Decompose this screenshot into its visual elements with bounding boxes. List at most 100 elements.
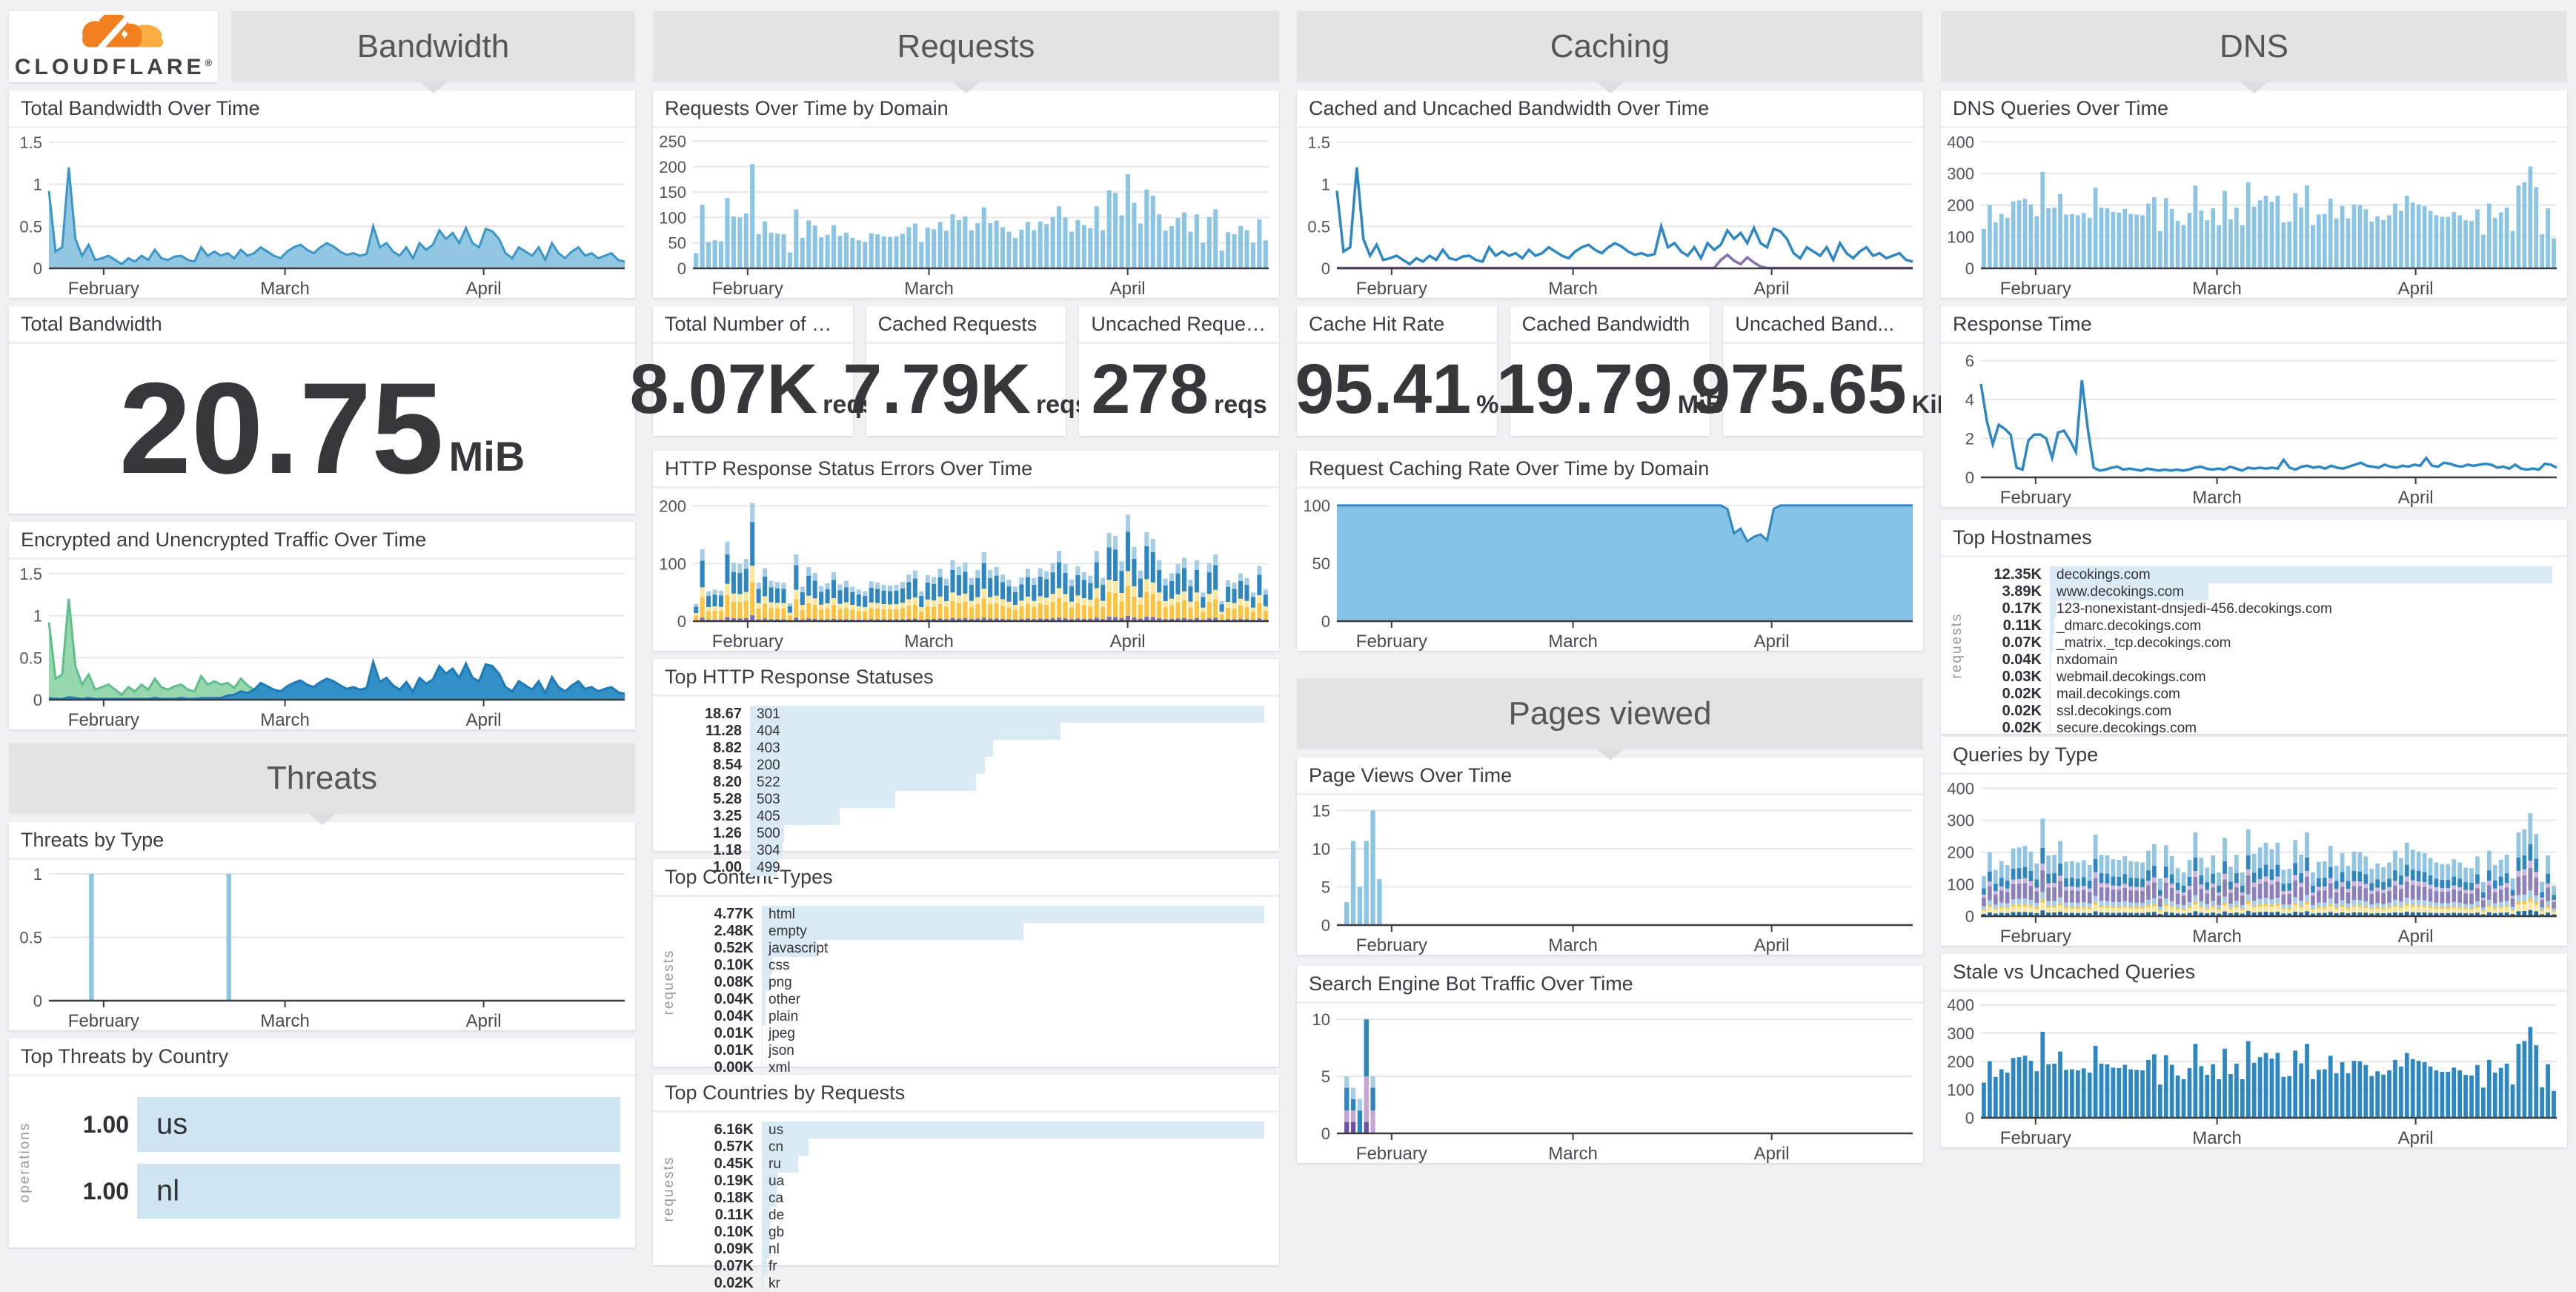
row-value: 8.20 [713, 774, 742, 790]
chart-encrypted-unencrypted[interactable]: 0 0.5 1 1.5 February March April [9, 560, 635, 729]
svg-text:March: March [1548, 632, 1598, 651]
svg-text:February: February [68, 1011, 139, 1030]
stat-card: Total Number of Re... 8.07K reqs [630, 306, 876, 436]
row-bar: nxdomain [2050, 652, 2552, 669]
row-label: 403 [757, 740, 780, 756]
row-label: webmail.decokings.com [2057, 669, 2206, 685]
caching-stat-cards: Cache Hit Rate 95.41% Cached Bandwidth 19.7… [1295, 306, 1955, 436]
row-bar: 405 [750, 808, 1264, 825]
row-bar: fr [762, 1258, 1264, 1275]
svg-text:April: April [1110, 632, 1146, 651]
chart-request-caching-rate[interactable]: 0 50 100 February March April [1297, 488, 1923, 651]
axis-unit-label: operations [17, 1122, 33, 1202]
list-row: 1.00 us [42, 1097, 620, 1152]
svg-text:15: 15 [1312, 801, 1330, 820]
row-value: 8.54 [713, 757, 742, 773]
row-label: javascript [769, 940, 829, 956]
row-bar: 500 [750, 825, 1264, 842]
svg-text:50: 50 [668, 234, 686, 253]
svg-text:February: February [68, 279, 139, 298]
row-value: 0.01K [714, 1025, 754, 1041]
row-value: 0.17K [2002, 600, 2042, 617]
panel-threats-by-type: Threats by Type 0 0.5 1 February March April [9, 822, 635, 1030]
row-value: 2.48K [714, 923, 754, 939]
svg-text:300: 300 [1947, 812, 1974, 830]
svg-text:March: March [2192, 1128, 2242, 1147]
chart-page-views[interactable]: 0 5 10 15 February March April [1297, 795, 1923, 955]
row-label: decokings.com [2057, 566, 2151, 583]
row-label: nl [769, 1241, 780, 1257]
panel-title: Total Bandwidth [9, 306, 635, 344]
list-row: 0.04K plain [686, 1008, 1264, 1025]
chart-dns-queries[interactable]: 0 100 200 300 400 February March April [1941, 128, 2567, 298]
svg-text:0: 0 [1965, 907, 1974, 926]
axis-unit-label: requests [1949, 612, 1965, 679]
list-row: 0.02K secure.decokings.com [1974, 720, 2552, 737]
chart-http-errors[interactable]: 0 100 200 February March April [653, 488, 1279, 651]
panel-title: Requests Over Time by Domain [653, 90, 1279, 128]
list-row: 4.77K html [686, 906, 1264, 923]
svg-text:0.5: 0.5 [19, 217, 42, 236]
svg-text:February: February [2000, 488, 2071, 507]
section-notch [2240, 82, 2268, 93]
cloudflare-cloud-icon [82, 15, 164, 53]
chart-threats-by-type[interactable]: 0 0.5 1 February March April [9, 860, 635, 1030]
panel-title: Top Hostnames [1941, 520, 2567, 557]
section-title: Requests [897, 28, 1035, 64]
row-value: 0.11K [714, 1207, 754, 1223]
panel-queries-by-type: Queries by Type 0 100 200 300 400 February Mar… [1941, 737, 2567, 946]
list-row: 0.03K webmail.decokings.com [1974, 669, 2552, 686]
row-value: 0.04K [714, 1008, 754, 1024]
chart-stale-uncached[interactable]: 0 100 200 300 400 February March April [1941, 992, 2567, 1147]
chart-cached-uncached-bandwidth[interactable]: 0 0.5 1 1.5 February March April [1297, 128, 1923, 298]
stat-title: Cache Hit Rate [1297, 306, 1497, 344]
row-label: ru [769, 1156, 781, 1172]
brand-wordmark: CLOUDFLARE® [14, 55, 213, 79]
row-bar: 304 [750, 842, 1264, 859]
panel-requests-over-time: Requests Over Time by Domain 0 50 100 150 20… [653, 90, 1279, 298]
list-row: 12.35K decokings.com [1974, 566, 2552, 583]
row-label: 503 [757, 791, 780, 807]
list-row: 0.00K xml [686, 1059, 1264, 1076]
panel-top-hostnames: Top Hostnames requests 12.35K decokings.c… [1941, 520, 2567, 737]
svg-text:1.5: 1.5 [19, 565, 42, 583]
panel-title: HTTP Response Status Errors Over Time [653, 451, 1279, 488]
chart-requests-over-time[interactable]: 0 50 100 150 200 250 February March April [653, 128, 1279, 298]
section-header-dns: DNS [1941, 11, 2567, 93]
row-bar: empty [762, 923, 1264, 940]
row-label: _dmarc.decokings.com [2057, 617, 2202, 634]
row-label: us [769, 1122, 784, 1138]
chart-bot-traffic[interactable]: 0 5 10 February March April [1297, 1004, 1923, 1163]
column-caching: Caching Cached and Uncached Bandwidth Ov… [1295, 11, 1955, 1273]
svg-text:April: April [1110, 279, 1146, 298]
section-title: DNS [2220, 28, 2288, 64]
svg-text:March: March [260, 1011, 310, 1030]
row-bar: secure.decokings.com [2050, 720, 2552, 737]
row-value: 5.28 [713, 791, 742, 807]
svg-text:February: February [712, 632, 783, 651]
panel-title: Stale vs Uncached Queries [1941, 954, 2567, 992]
row-label: _matrix._tcp.decokings.com [2057, 635, 2231, 651]
list-top-hostnames: requests 12.35K decokings.com 3.89K www.dec… [1941, 557, 2567, 737]
svg-text:April: April [466, 710, 502, 729]
svg-text:400: 400 [1947, 779, 1974, 798]
list-top-countries: requests 6.16K us 0.57K cn 0.45K ru 0.19K ua 0.1… [653, 1113, 1279, 1292]
svg-text:1: 1 [33, 607, 42, 626]
svg-text:200: 200 [1947, 1053, 1974, 1071]
svg-text:10: 10 [1312, 840, 1330, 858]
row-value: 0.57K [714, 1139, 754, 1155]
svg-text:0: 0 [33, 691, 42, 709]
section-header-bandwidth: Bandwidth [231, 11, 635, 93]
row-bar: mail.decokings.com [2050, 686, 2552, 703]
row-value: 0.45K [714, 1156, 754, 1172]
svg-text:400: 400 [1947, 996, 1974, 1015]
svg-text:150: 150 [659, 183, 686, 202]
row-bar: nl [762, 1241, 1264, 1258]
chart-response-time[interactable]: 0 2 4 6 February March April [1941, 344, 2567, 507]
row-bar: us [137, 1097, 620, 1152]
panel-total-bandwidth-over-time: Total Bandwidth Over Time 0 0.5 1 1.5 Februa… [9, 90, 635, 298]
row-label: png [769, 974, 792, 990]
chart-total-bandwidth-over-time[interactable]: 0 0.5 1 1.5 February March April [9, 128, 635, 298]
chart-queries-by-type[interactable]: 0 100 200 300 400 February March April [1941, 775, 2567, 946]
row-value: 0.07K [714, 1258, 754, 1274]
